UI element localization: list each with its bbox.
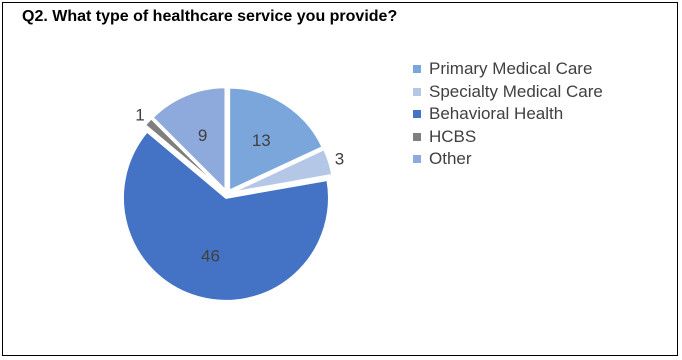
data-label-other: 9 [198, 126, 207, 145]
legend-swatch-hcbs [413, 132, 421, 141]
legend-swatch-primary [413, 65, 421, 74]
data-label-specialty-medical-care: 3 [335, 150, 344, 169]
pie-slice-primary-medical-care [228, 86, 324, 193]
chart-legend: Primary Medical Care Specialty Medical C… [413, 58, 603, 171]
pie-slice-hcbs [143, 117, 225, 193]
pie-slice-behavioral-health [122, 130, 330, 302]
legend-label: Specialty Medical Care [429, 81, 603, 101]
legend-swatch-behavioral [413, 110, 421, 119]
legend-label: Primary Medical Care [429, 59, 593, 79]
data-label-behavioral-health: 46 [201, 247, 220, 266]
legend-label: HCBS [429, 126, 477, 146]
chart-frame [2, 2, 678, 356]
legend-label: Other [429, 149, 472, 169]
pie-slice-specialty-medical-care [230, 147, 334, 194]
legend-swatch-specialty [413, 87, 421, 96]
legend-item-specialty-medical-care: Specialty Medical Care [413, 81, 603, 104]
legend-item-other: Other [413, 148, 603, 171]
legend-label: Behavioral Health [429, 104, 564, 124]
legend-swatch-other [413, 155, 421, 164]
legend-item-behavioral-health: Behavioral Health [413, 103, 603, 126]
chart-title: Q2. What type of healthcare service you … [22, 8, 398, 25]
data-label-hcbs: 1 [135, 105, 144, 124]
legend-item-primary-medical-care: Primary Medical Care [413, 58, 603, 81]
pie-slice-other [151, 86, 227, 193]
legend-item-hcbs: HCBS [413, 126, 603, 149]
data-label-primary-medical-care: 13 [252, 131, 271, 150]
